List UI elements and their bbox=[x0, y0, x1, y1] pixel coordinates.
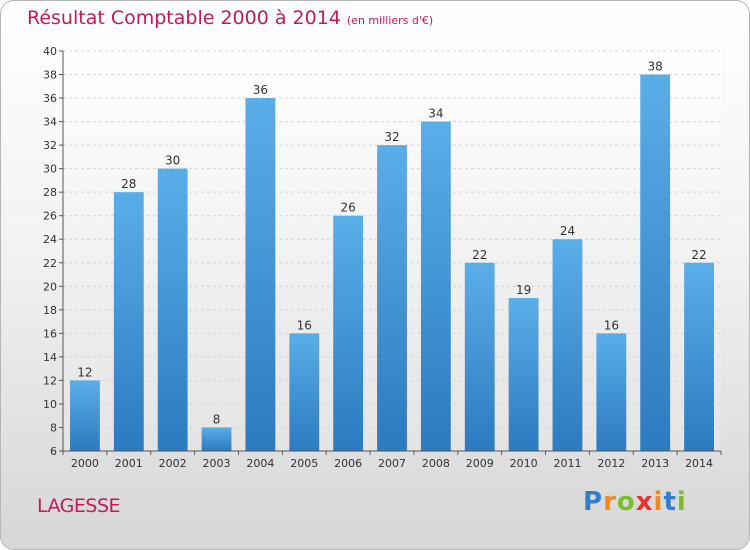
value-label-2006: 26 bbox=[340, 201, 355, 215]
logo-letter: t bbox=[663, 487, 677, 517]
bar-2008 bbox=[420, 121, 451, 452]
y-tick-label: 14 bbox=[43, 351, 57, 364]
bar-2000 bbox=[70, 380, 100, 451]
x-tick-label-2005: 2005 bbox=[290, 457, 318, 470]
x-tick-label-2006: 2006 bbox=[334, 457, 362, 470]
y-tick-label: 40 bbox=[43, 45, 57, 58]
proxiti-logo: Proxiti bbox=[583, 487, 687, 517]
bar-2012 bbox=[596, 333, 627, 451]
x-tick-label-2012: 2012 bbox=[597, 457, 625, 470]
x-tick-label-2004: 2004 bbox=[246, 457, 274, 470]
bar-2011 bbox=[552, 239, 583, 451]
x-tick-label-2003: 2003 bbox=[203, 457, 231, 470]
value-label-2003: 8 bbox=[213, 412, 221, 426]
bar-2002 bbox=[157, 168, 188, 451]
chart-title: Résultat Comptable 2000 à 2014 (en millie… bbox=[27, 7, 433, 29]
bar-2014 bbox=[684, 262, 714, 451]
value-label-2001: 28 bbox=[121, 177, 136, 191]
y-tick-label: 16 bbox=[43, 327, 57, 340]
value-label-2010: 19 bbox=[516, 283, 531, 297]
y-tick-label: 8 bbox=[50, 421, 57, 434]
x-tick-label-2001: 2001 bbox=[115, 457, 143, 470]
x-tick-label-2002: 2002 bbox=[159, 457, 187, 470]
logo-letter: P bbox=[583, 487, 604, 517]
bar-2009 bbox=[464, 262, 495, 451]
value-label-2007: 32 bbox=[384, 130, 399, 144]
bar-2005 bbox=[289, 333, 320, 451]
y-tick-label: 6 bbox=[50, 445, 57, 458]
y-tick-label: 18 bbox=[43, 304, 57, 317]
value-label-2002: 30 bbox=[165, 154, 180, 168]
bar-2010 bbox=[508, 298, 539, 451]
y-tick-label: 36 bbox=[43, 92, 57, 105]
y-tick-label: 28 bbox=[43, 186, 57, 199]
logo-letter: i bbox=[653, 487, 664, 517]
x-tick-label-2008: 2008 bbox=[422, 457, 450, 470]
bar-2013 bbox=[640, 74, 671, 451]
value-label-2009: 22 bbox=[472, 248, 487, 262]
bar-2001 bbox=[113, 192, 144, 452]
y-tick-label: 26 bbox=[43, 210, 57, 223]
y-tick-label: 22 bbox=[43, 257, 57, 270]
bar-2003 bbox=[201, 427, 232, 451]
value-label-2005: 16 bbox=[297, 318, 312, 332]
logo-letter: x bbox=[635, 487, 654, 517]
x-tick-label-2013: 2013 bbox=[641, 457, 669, 470]
bar-2004 bbox=[245, 98, 276, 451]
value-label-2012: 16 bbox=[604, 318, 619, 332]
value-label-2008: 34 bbox=[428, 107, 443, 121]
value-label-2011: 24 bbox=[560, 224, 575, 238]
chart-subtitle: (en milliers d'€) bbox=[346, 14, 434, 27]
logo-letter: o bbox=[616, 487, 636, 517]
value-label-2004: 36 bbox=[253, 83, 268, 97]
bar-2007 bbox=[377, 145, 407, 451]
x-tick-label-2009: 2009 bbox=[466, 457, 494, 470]
y-tick-label: 20 bbox=[43, 280, 57, 293]
x-tick-label-2011: 2011 bbox=[553, 457, 581, 470]
x-tick-label-2007: 2007 bbox=[378, 457, 406, 470]
value-label-2000: 12 bbox=[77, 365, 92, 379]
y-tick-label: 10 bbox=[43, 398, 57, 411]
y-tick-label: 24 bbox=[43, 233, 57, 246]
x-tick-label-2010: 2010 bbox=[510, 457, 538, 470]
x-tick-label-2000: 2000 bbox=[71, 457, 99, 470]
x-tick-label-2014: 2014 bbox=[685, 457, 713, 470]
y-tick-label: 38 bbox=[43, 69, 57, 82]
y-tick-label: 32 bbox=[43, 139, 57, 152]
value-label-2014: 22 bbox=[691, 248, 706, 262]
y-tick-label: 34 bbox=[43, 116, 57, 129]
y-tick-label: 12 bbox=[43, 374, 57, 387]
chart-title-main: Résultat Comptable 2000 à 2014 bbox=[27, 7, 341, 29]
logo-letter: i bbox=[676, 487, 687, 517]
bar-2006 bbox=[333, 215, 364, 451]
value-label-2013: 38 bbox=[648, 60, 663, 74]
y-tick-label: 30 bbox=[43, 163, 57, 176]
place-name: LAGESSE bbox=[37, 495, 121, 517]
logo-letter: r bbox=[603, 487, 617, 517]
